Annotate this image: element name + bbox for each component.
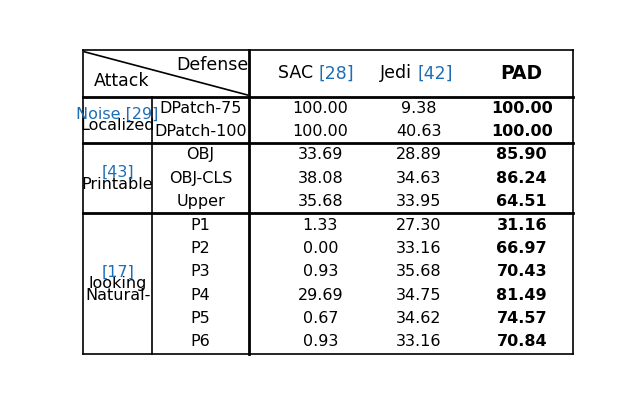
Text: 29.69: 29.69 xyxy=(298,288,343,303)
Text: 33.16: 33.16 xyxy=(396,334,442,350)
Text: P5: P5 xyxy=(191,311,211,326)
Text: 9.38: 9.38 xyxy=(401,101,436,116)
Text: 86.24: 86.24 xyxy=(497,171,547,186)
Text: 34.62: 34.62 xyxy=(396,311,442,326)
Text: 0.00: 0.00 xyxy=(303,241,338,256)
Text: 0.93: 0.93 xyxy=(303,264,338,279)
Text: 100.00: 100.00 xyxy=(491,124,552,139)
Text: 0.67: 0.67 xyxy=(303,311,338,326)
Text: [28]: [28] xyxy=(319,64,355,82)
Text: Noise [29]: Noise [29] xyxy=(76,107,159,122)
Text: 70.84: 70.84 xyxy=(497,334,547,350)
Text: 35.68: 35.68 xyxy=(298,194,343,209)
Text: [17]: [17] xyxy=(101,264,134,280)
Text: 28.89: 28.89 xyxy=(396,148,442,162)
Text: P4: P4 xyxy=(191,288,211,303)
Text: P6: P6 xyxy=(191,334,211,350)
Text: 81.49: 81.49 xyxy=(497,288,547,303)
Text: 33.69: 33.69 xyxy=(298,148,343,162)
Text: Upper: Upper xyxy=(176,194,225,209)
Text: 64.51: 64.51 xyxy=(497,194,547,209)
Text: Jedi: Jedi xyxy=(380,64,417,82)
Text: SAC: SAC xyxy=(278,64,319,82)
Text: 34.75: 34.75 xyxy=(396,288,442,303)
Text: 33.16: 33.16 xyxy=(396,241,442,256)
Text: P2: P2 xyxy=(191,241,211,256)
Text: P3: P3 xyxy=(191,264,211,279)
Text: [43]: [43] xyxy=(101,165,134,180)
Text: 70.43: 70.43 xyxy=(497,264,547,279)
Text: DPatch-75: DPatch-75 xyxy=(159,101,242,116)
Text: P1: P1 xyxy=(191,218,211,232)
Text: 35.68: 35.68 xyxy=(396,264,442,279)
Text: DPatch-100: DPatch-100 xyxy=(154,124,247,139)
Text: PAD: PAD xyxy=(500,64,543,83)
Text: 100.00: 100.00 xyxy=(292,124,348,139)
Text: Defense: Defense xyxy=(176,56,248,74)
Text: OBJ-CLS: OBJ-CLS xyxy=(169,171,232,186)
Text: 85.90: 85.90 xyxy=(497,148,547,162)
Text: 1.33: 1.33 xyxy=(303,218,338,232)
Text: 27.30: 27.30 xyxy=(396,218,442,232)
Text: 31.16: 31.16 xyxy=(497,218,547,232)
Text: 40.63: 40.63 xyxy=(396,124,442,139)
Text: 66.97: 66.97 xyxy=(497,241,547,256)
Text: 100.00: 100.00 xyxy=(491,101,552,116)
Text: Localized: Localized xyxy=(81,118,155,133)
Text: 74.57: 74.57 xyxy=(497,311,547,326)
Text: 33.95: 33.95 xyxy=(396,194,442,209)
Text: Natural-: Natural- xyxy=(85,288,150,302)
Text: 34.63: 34.63 xyxy=(396,171,442,186)
Text: 100.00: 100.00 xyxy=(292,101,348,116)
Text: looking: looking xyxy=(88,276,147,291)
Text: Attack: Attack xyxy=(93,72,149,90)
Text: Printable: Printable xyxy=(82,177,154,192)
Text: [42]: [42] xyxy=(417,64,452,82)
Text: 0.93: 0.93 xyxy=(303,334,338,350)
Text: 38.08: 38.08 xyxy=(298,171,343,186)
Text: OBJ: OBJ xyxy=(186,148,214,162)
